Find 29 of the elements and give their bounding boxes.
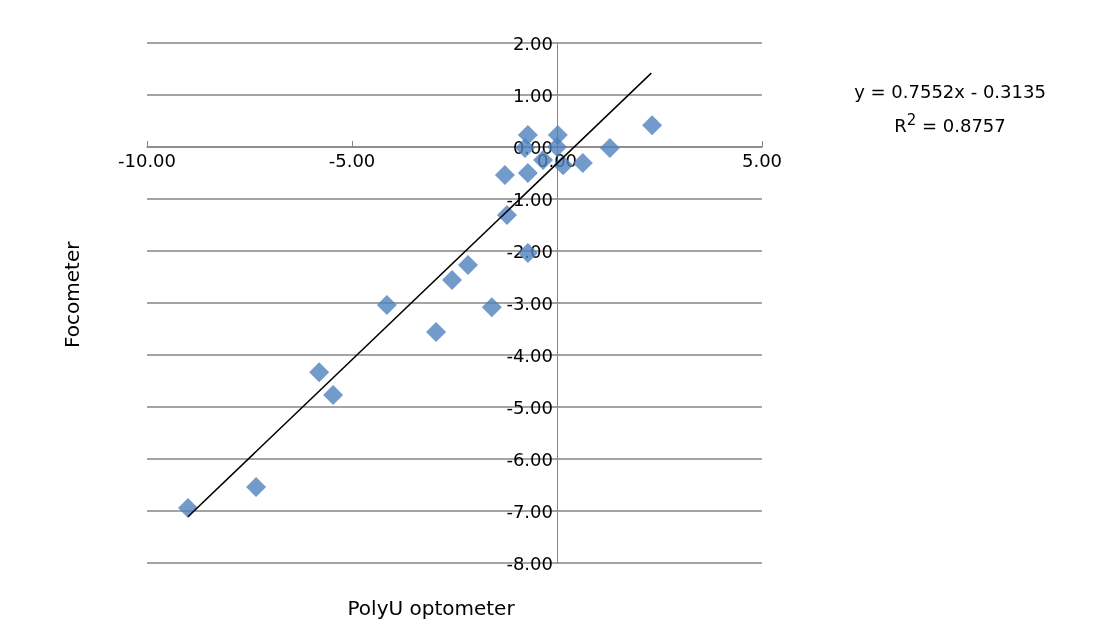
point (178, 497, 198, 518)
point (309, 362, 330, 383)
point (599, 138, 620, 159)
point (517, 163, 538, 183)
text: y = 0.7552x - 0.3135 (853, 80, 1047, 104)
y-tick-label: -3.00 (506, 292, 553, 314)
x-tick-label: -10.00 (117, 149, 177, 171)
x-axis-title: PolyU optometer (347, 596, 516, 620)
text: R$^{2}$ = 0.8757 (893, 110, 1007, 138)
x-tick-label: -5.00 (328, 149, 376, 171)
point (458, 255, 479, 276)
point (246, 477, 267, 498)
point (442, 270, 463, 291)
y-tick-label: -8.00 (506, 552, 553, 574)
point (642, 115, 663, 136)
y-tick-label: -6.00 (506, 448, 553, 470)
y-tick-label: -7.00 (506, 500, 553, 522)
x-tick-label: 5.00 (741, 149, 783, 171)
point (323, 385, 344, 406)
y-axis-title: Focometer (60, 240, 84, 348)
point (481, 297, 502, 318)
y-tick-label: 1.00 (512, 84, 553, 106)
y-tick-label: -4.00 (506, 344, 553, 366)
point (494, 165, 515, 186)
point (426, 322, 447, 343)
y-tick-label: -2.00 (506, 240, 553, 262)
y-tick-label: 2.00 (512, 32, 553, 54)
y-tick-label: -5.00 (506, 396, 553, 418)
point (376, 295, 397, 316)
